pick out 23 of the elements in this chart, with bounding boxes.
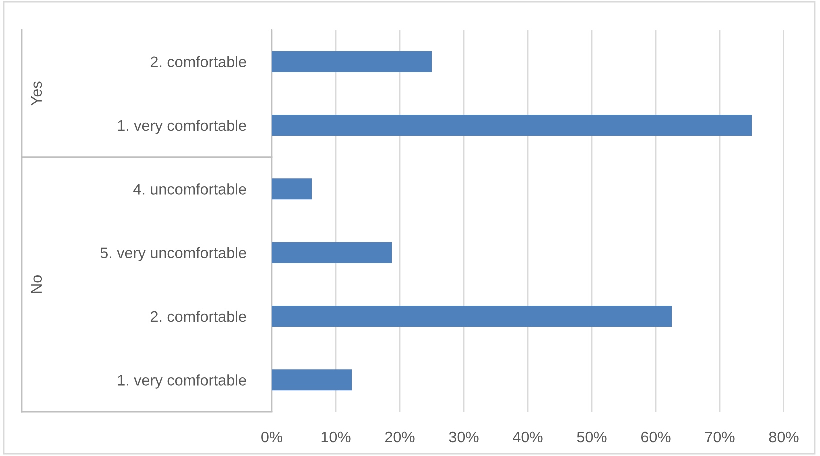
x-tick-label: 50% xyxy=(577,432,607,443)
x-tick-label: 20% xyxy=(385,432,415,443)
x-tick-label: 30% xyxy=(449,432,479,443)
y-tick-label: 4. uncomfortable xyxy=(134,184,246,195)
x-tick-label: 60% xyxy=(641,432,671,443)
y-tick-label: 1. very comfortable xyxy=(118,374,246,389)
x-tick-label: 0% xyxy=(262,432,282,443)
bar xyxy=(272,306,672,328)
x-tick-label: 40% xyxy=(513,432,543,443)
x-tick-label: 10% xyxy=(322,432,351,443)
text: Yes xyxy=(31,82,42,106)
bar xyxy=(272,114,752,136)
bar xyxy=(272,242,392,264)
y-tick-label: 2. comfortable xyxy=(150,56,246,68)
x-tick-label: 70% xyxy=(705,432,735,443)
y-tick-label: 1. very comfortable xyxy=(118,120,246,134)
y-tick-label: 2. comfortable xyxy=(150,310,246,322)
bar xyxy=(272,178,312,200)
bar xyxy=(272,51,432,72)
bar xyxy=(272,370,352,391)
text: No xyxy=(31,276,42,294)
x-tick-label: 80% xyxy=(769,432,799,443)
y-tick-label: 5. very uncomfortable xyxy=(100,247,246,262)
